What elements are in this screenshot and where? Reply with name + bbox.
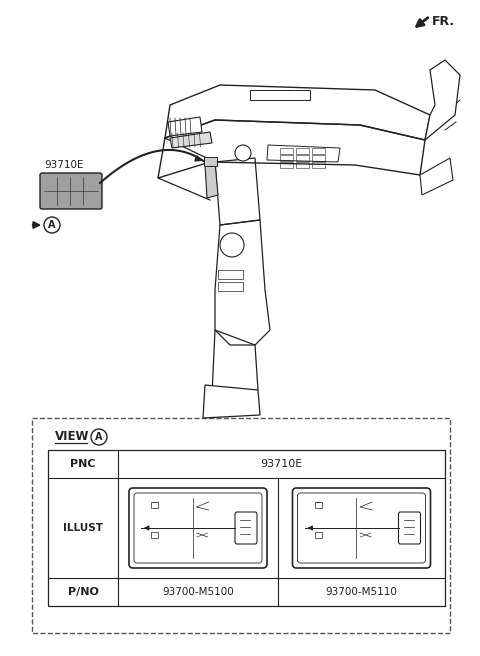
Polygon shape <box>425 60 460 140</box>
Bar <box>218 282 243 291</box>
Text: A: A <box>95 432 103 442</box>
Bar <box>312 162 325 167</box>
Bar <box>280 162 293 167</box>
Text: 93700-M5110: 93700-M5110 <box>325 587 397 597</box>
Text: FR.: FR. <box>432 15 455 28</box>
Bar <box>296 148 309 154</box>
Bar <box>280 155 293 161</box>
Text: A: A <box>48 220 56 230</box>
Bar <box>314 502 322 508</box>
Circle shape <box>235 145 251 161</box>
Bar <box>218 270 243 279</box>
Bar <box>151 532 158 538</box>
Bar <box>296 155 309 161</box>
Polygon shape <box>168 117 202 136</box>
Polygon shape <box>205 162 218 198</box>
Polygon shape <box>170 132 212 148</box>
Bar <box>151 502 158 508</box>
Bar <box>296 162 309 167</box>
Polygon shape <box>250 90 310 100</box>
Text: 93710E: 93710E <box>260 459 302 469</box>
Polygon shape <box>420 158 453 195</box>
Circle shape <box>220 233 244 257</box>
Bar <box>280 148 293 154</box>
Bar <box>314 532 322 538</box>
Text: VIEW: VIEW <box>55 430 89 443</box>
FancyBboxPatch shape <box>204 157 217 167</box>
Polygon shape <box>203 385 260 418</box>
FancyBboxPatch shape <box>40 173 102 209</box>
Bar <box>32 418 450 633</box>
Text: ILLUST: ILLUST <box>63 523 103 533</box>
Polygon shape <box>267 145 340 162</box>
Text: P/NO: P/NO <box>68 587 98 597</box>
Bar <box>312 148 325 154</box>
Text: PNC: PNC <box>70 459 96 469</box>
Bar <box>48 450 445 606</box>
Text: 93710E: 93710E <box>44 160 84 170</box>
Bar <box>312 155 325 161</box>
Text: 93700-M5100: 93700-M5100 <box>162 587 234 597</box>
